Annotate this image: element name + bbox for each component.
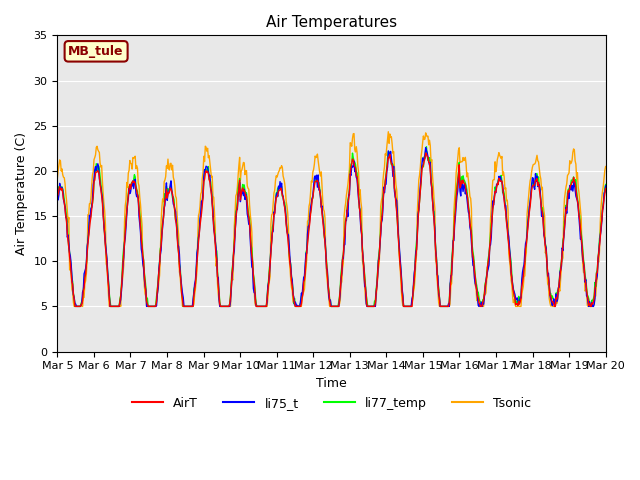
li75_t [399, 292, 406, 298]
AirT [63, 231, 71, 237]
AirT [71, 303, 79, 309]
Title: Air Temperatures: Air Temperatures [266, 15, 397, 30]
li75_t [63, 234, 71, 240]
Tsonic [602, 164, 609, 169]
Legend: AirT, li75_t, li77_temp, Tsonic: AirT, li75_t, li77_temp, Tsonic [127, 392, 536, 415]
li77_temp [54, 190, 61, 195]
Tsonic [205, 153, 213, 158]
li75_t [422, 145, 429, 151]
li77_temp [602, 181, 609, 187]
Line: AirT: AirT [58, 153, 605, 306]
AirT [54, 193, 61, 199]
Tsonic [70, 303, 78, 309]
Line: Tsonic: Tsonic [58, 132, 605, 306]
li77_temp [422, 144, 430, 150]
AirT [399, 296, 406, 301]
li75_t [415, 207, 422, 213]
Line: li77_temp: li77_temp [58, 147, 605, 306]
li75_t [72, 303, 80, 309]
Tsonic [54, 175, 61, 181]
Y-axis label: Air Temperature (C): Air Temperature (C) [15, 132, 28, 255]
li77_temp [205, 177, 213, 182]
X-axis label: Time: Time [316, 377, 347, 390]
li77_temp [399, 293, 406, 299]
Line: li75_t: li75_t [58, 148, 605, 306]
li75_t [121, 240, 129, 245]
Tsonic [63, 207, 71, 213]
AirT [415, 205, 422, 211]
Text: MB_tule: MB_tule [68, 45, 124, 58]
Tsonic [400, 303, 408, 309]
Tsonic [121, 219, 129, 225]
li77_temp [415, 207, 422, 213]
AirT [602, 186, 609, 192]
AirT [205, 177, 213, 182]
li77_temp [71, 303, 79, 309]
Tsonic [177, 274, 184, 280]
li75_t [602, 183, 609, 189]
Tsonic [416, 172, 424, 178]
li75_t [54, 192, 61, 198]
AirT [422, 150, 429, 156]
AirT [121, 241, 129, 247]
AirT [177, 270, 184, 276]
li77_temp [121, 240, 129, 245]
li75_t [205, 173, 213, 179]
li75_t [177, 268, 184, 274]
li77_temp [63, 222, 71, 228]
li77_temp [177, 264, 184, 270]
Tsonic [385, 129, 392, 134]
